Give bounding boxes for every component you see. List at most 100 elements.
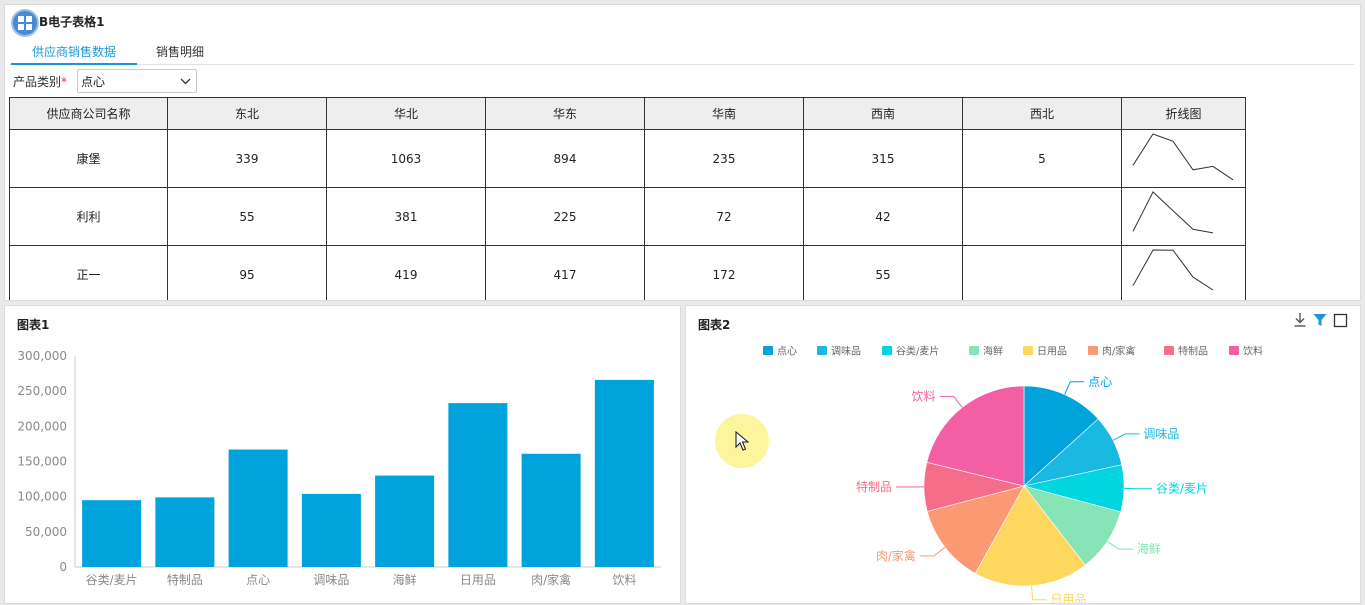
chart2-panel: 图表2 点心 调味品 谷类/麦片 海鲜 日用品 肉/家禽 特制品 饮料 点心 调味品 谷类/麦片 海鲜… [685,305,1361,604]
pie-leader-line [1064,381,1085,395]
cell-supplier[interactable]: 康堡 [9,129,168,188]
legend-label[interactable]: 谷类/麦片 [896,345,939,358]
y-tick-label: 200,000 [17,419,67,433]
header-southwest[interactable]: 西南 [803,97,963,130]
maximize-icon[interactable] [1333,312,1349,328]
tab-supplier-sales[interactable]: 供应商销售数据 [11,41,137,65]
legend-label[interactable]: 特制品 [1178,345,1208,358]
y-tick-label: 150,000 [17,455,67,469]
y-tick-label: 50,000 [25,525,67,539]
chart1-title: 图表1 [17,318,50,332]
legend-swatch[interactable] [882,346,892,355]
required-mark: * [61,75,68,89]
download-icon[interactable] [1293,312,1307,328]
cell-value[interactable]: 235 [644,129,804,188]
cell-supplier[interactable]: 正一 [9,245,168,300]
legend-label[interactable]: 饮料 [1243,345,1263,358]
sparkline-line [1132,249,1213,291]
table-row: 利利 55 381 225 72 42 [9,187,1246,246]
bar[interactable] [228,449,288,567]
legend-label[interactable]: 调味品 [831,346,861,358]
bar[interactable] [375,475,435,567]
filter-label: 产品类别* [13,73,67,90]
legend-swatch[interactable] [1164,346,1174,355]
bar[interactable] [594,379,654,567]
legend-label[interactable]: 点心 [777,346,797,358]
sparkline-line [1132,133,1233,181]
pie-label: 特制品 [856,479,892,494]
sparkline-chart [1132,133,1233,181]
table-row: 康堡 339 1063 894 235 315 5 [9,129,1246,188]
cell-value[interactable]: 894 [485,129,645,188]
cell-value[interactable]: 419 [326,245,486,300]
filter-icon[interactable] [1313,312,1327,328]
header-east[interactable]: 华东 [485,97,645,130]
chart2-title: 图表2 [698,318,731,332]
pie-label: 海鲜 [1137,541,1161,556]
cell-value[interactable]: 172 [644,245,804,300]
pie-chart: 点心 调味品 谷类/麦片 海鲜 日用品 肉/家禽 特制品 饮料点心调味品谷类/麦片海鲜日用品肉… [763,345,1263,603]
chart1-panel: 图表1 0 50,000 100,000 150,000 200,000 250,000 3… [4,305,681,604]
legend-swatch[interactable] [763,346,773,355]
pie-label: 点心 [1088,375,1112,389]
bar[interactable] [521,453,581,567]
tab-sales-detail[interactable]: 销售明细 [155,45,204,59]
cell-sparkline[interactable] [1121,187,1246,246]
y-tick-label: 0 [59,560,67,574]
cell-value[interactable]: 1063 [326,129,486,188]
bar[interactable] [448,403,508,567]
tab-bar: 供应商销售数据 销售明细 [9,41,1354,65]
y-tick-label: 300,000 [17,349,67,363]
legend-swatch[interactable] [1229,346,1239,355]
legend-swatch[interactable] [817,346,827,355]
cell-value[interactable]: 42 [803,187,963,246]
pie-label: 饮料 [912,389,936,403]
header-south[interactable]: 华南 [644,97,804,130]
sparkline-chart [1132,249,1213,291]
header-north[interactable]: 华北 [326,97,486,130]
pie-leader-line [1107,540,1133,550]
cell-value[interactable]: 381 [326,187,486,246]
cell-value[interactable]: 417 [485,245,645,300]
cell-supplier[interactable]: 利利 [9,187,168,246]
legend-label[interactable]: 肉/家禽 [1102,345,1135,358]
x-tick-label: 肉/家禽 [531,572,571,587]
cell-sparkline[interactable] [1121,129,1246,188]
cell-value[interactable]: 339 [167,129,327,188]
header-supplier[interactable]: 供应商公司名称 [9,97,168,130]
bar[interactable] [301,493,361,567]
cell-value[interactable]: 55 [167,187,327,246]
y-tick-label: 250,000 [17,384,67,398]
cell-value[interactable]: 315 [803,129,963,188]
legend-swatch[interactable] [1023,346,1033,355]
bar[interactable] [155,497,215,567]
header-sparkline[interactable]: 折线图 [1121,97,1246,130]
pie-leader-line [1112,433,1140,441]
cell-value[interactable]: 95 [167,245,327,300]
cell-value[interactable]: 5 [962,129,1122,188]
legend-label[interactable]: 日用品 [1037,346,1067,358]
cell-value[interactable] [962,245,1122,300]
pie-slice[interactable] [1023,385,1099,487]
header-northeast[interactable]: 东北 [167,97,327,130]
legend-label[interactable]: 海鲜 [983,345,1003,358]
x-tick-label: 调味品 [313,573,349,587]
cell-value[interactable] [962,187,1122,246]
grid-icon[interactable] [11,9,39,37]
bar-chart: 0 50,000 100,000 150,000 200,000 250,000 300,0… [17,349,661,587]
cell-sparkline[interactable] [1121,245,1246,300]
cell-value[interactable]: 72 [644,187,804,246]
cell-value[interactable]: 55 [803,245,963,300]
supplier-sales-table: 供应商公司名称 东北 华北 华东 华南 西南 西北 折线图 康堡 339 106… [9,97,1246,300]
cell-value[interactable]: 225 [485,187,645,246]
pie-leader-line [919,546,946,557]
bar[interactable] [82,500,142,567]
app-title: B电子表格1 [39,15,105,29]
legend-swatch[interactable] [1088,346,1098,355]
filter-label-text: 产品类别 [13,75,62,89]
header-northwest[interactable]: 西北 [962,97,1122,130]
product-category-select[interactable]: 点心 [77,69,197,93]
pie-leader-line [1031,585,1047,601]
pie-label: 日用品 [1051,593,1087,603]
legend-swatch[interactable] [969,346,979,355]
